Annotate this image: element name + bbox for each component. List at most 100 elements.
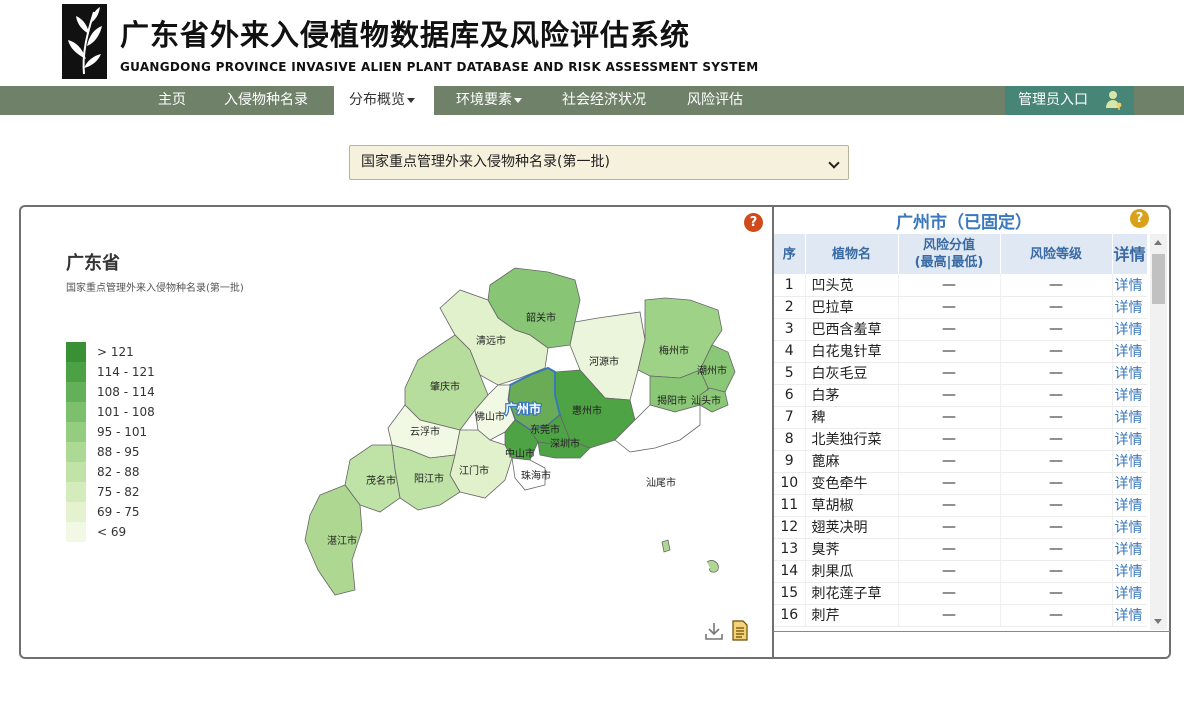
- legend-item[interactable]: 88 - 95: [66, 442, 186, 462]
- island: [706, 560, 719, 573]
- legend-label: 101 - 108: [97, 405, 155, 419]
- scroll-down-arrow-icon[interactable]: [1154, 619, 1162, 624]
- row-score: —: [898, 472, 1001, 495]
- legend-item[interactable]: 75 - 82: [66, 482, 186, 502]
- label-yunfu: 云浮市: [410, 425, 440, 438]
- region-shanwei[interactable]: [614, 404, 701, 453]
- row-score: —: [898, 340, 1001, 363]
- legend-item[interactable]: > 121: [66, 342, 186, 362]
- row-level: —: [1000, 560, 1113, 583]
- region-heyuan[interactable]: [569, 311, 646, 401]
- row-detail-link[interactable]: 详情: [1112, 362, 1147, 385]
- row-detail-link[interactable]: 详情: [1112, 428, 1147, 451]
- row-detail-link[interactable]: 详情: [1112, 340, 1147, 363]
- row-level: —: [1000, 604, 1113, 627]
- site-subtitle: GUANGDONG PROVINCE INVASIVE ALIEN PLANT …: [120, 60, 759, 74]
- download-icon[interactable]: [704, 621, 724, 641]
- chevron-down-icon: [407, 97, 415, 103]
- selected-city-title: 广州市（已固定）: [896, 213, 1032, 233]
- row-level: —: [1000, 362, 1113, 385]
- scroll-up-arrow-icon[interactable]: [1154, 240, 1162, 245]
- row-score: —: [898, 560, 1001, 583]
- legend-item[interactable]: 108 - 114: [66, 382, 186, 402]
- nav-environment[interactable]: 环境要素: [456, 86, 522, 115]
- nav-species-list[interactable]: 入侵物种名录: [224, 92, 308, 108]
- row-level: —: [1000, 384, 1113, 407]
- legend-swatch: [66, 402, 86, 422]
- legend-item[interactable]: < 69: [66, 522, 186, 542]
- legend-swatch: [66, 522, 86, 542]
- island: [661, 539, 671, 553]
- row-index: 10: [774, 472, 806, 495]
- row-plant-name: 白灰毛豆: [805, 362, 899, 385]
- legend-label: 108 - 114: [97, 385, 155, 399]
- row-plant-name: 白花鬼针草: [805, 340, 899, 363]
- legend-item[interactable]: 101 - 108: [66, 402, 186, 422]
- row-detail-link[interactable]: 详情: [1112, 384, 1147, 407]
- header-detail: 详情: [1112, 234, 1147, 274]
- scrollbar-thumb[interactable]: [1152, 254, 1165, 304]
- map-title: 广东省: [66, 253, 120, 274]
- row-detail-link[interactable]: 详情: [1112, 450, 1147, 473]
- species-table-scroll[interactable]: 序 植物名 风险分值 (最高|最低) 风险等级 详情 1 凹头苋 — — 详情 2 巴拉草…: [774, 234, 1147, 630]
- help-icon[interactable]: ?: [1130, 209, 1149, 228]
- legend-swatch: [66, 482, 86, 502]
- help-icon[interactable]: ?: [744, 213, 763, 232]
- row-detail-link[interactable]: 详情: [1112, 406, 1147, 429]
- legend-swatch: [66, 442, 86, 462]
- legend-item[interactable]: 95 - 101: [66, 422, 186, 442]
- label-heyuan: 河源市: [589, 355, 619, 368]
- region-jiangmen[interactable]: [449, 429, 513, 499]
- legend-swatch: [66, 502, 86, 522]
- legend-item[interactable]: 114 - 121: [66, 362, 186, 382]
- user-key-icon: [1106, 91, 1122, 110]
- legend-label: 88 - 95: [97, 445, 140, 459]
- data-view-icon[interactable]: [731, 620, 749, 641]
- row-detail-link[interactable]: 详情: [1112, 274, 1147, 297]
- legend-item[interactable]: 69 - 75: [66, 502, 186, 522]
- row-detail-link[interactable]: 详情: [1112, 494, 1147, 517]
- label-shaoguan: 韶关市: [526, 311, 556, 324]
- nav-home[interactable]: 主页: [158, 92, 186, 108]
- row-detail-link[interactable]: 详情: [1112, 472, 1147, 495]
- region-shenzhen[interactable]: [537, 439, 591, 459]
- table-row: 3 巴西含羞草 — — 详情: [774, 318, 1147, 341]
- legend-label: 69 - 75: [97, 505, 140, 519]
- row-index: 14: [774, 560, 806, 583]
- row-detail-link[interactable]: 详情: [1112, 296, 1147, 319]
- admin-login-button[interactable]: 管理员入口: [1005, 86, 1134, 115]
- nav-distribution[interactable]: 分布概览: [334, 86, 434, 115]
- nav-socioeconomic[interactable]: 社会经济状况: [562, 92, 646, 108]
- table-row: 6 白茅 — — 详情: [774, 384, 1147, 407]
- legend-swatch: [66, 422, 86, 442]
- row-level: —: [1000, 582, 1113, 605]
- row-score: —: [898, 516, 1001, 539]
- region-zhanjiang[interactable]: [304, 484, 363, 596]
- row-detail-link[interactable]: 详情: [1112, 538, 1147, 561]
- chevron-down-icon: [828, 157, 840, 169]
- nav-risk-assessment[interactable]: 风险评估: [687, 92, 743, 108]
- region-zhuhai[interactable]: [511, 457, 546, 491]
- row-score: —: [898, 538, 1001, 561]
- label-meizhou: 梅州市: [659, 344, 689, 357]
- row-index: 2: [774, 296, 806, 319]
- header-level: 风险等级: [1000, 234, 1113, 274]
- label-zhanjiang: 湛江市: [327, 534, 357, 547]
- row-index: 16: [774, 604, 806, 627]
- species-table: 序 植物名 风险分值 (最高|最低) 风险等级 详情 1 凹头苋 — — 详情 2 巴拉草…: [774, 234, 1147, 627]
- row-detail-link[interactable]: 详情: [1112, 604, 1147, 627]
- table-row: 14 刺果瓜 — — 详情: [774, 560, 1147, 583]
- row-level: —: [1000, 318, 1113, 341]
- row-detail-link[interactable]: 详情: [1112, 318, 1147, 341]
- table-row: 5 白灰毛豆 — — 详情: [774, 362, 1147, 385]
- species-list-select[interactable]: 国家重点管理外来入侵物种名录(第一批): [349, 145, 849, 180]
- row-detail-link[interactable]: 详情: [1112, 516, 1147, 539]
- row-plant-name: 巴拉草: [805, 296, 899, 319]
- row-detail-link[interactable]: 详情: [1112, 560, 1147, 583]
- table-divider: [774, 631, 1170, 632]
- legend-item[interactable]: 82 - 88: [66, 462, 186, 482]
- row-detail-link[interactable]: 详情: [1112, 582, 1147, 605]
- chevron-down-icon: [514, 97, 522, 103]
- table-scrollbar[interactable]: [1150, 234, 1167, 630]
- label-maoming: 茂名市: [366, 474, 396, 487]
